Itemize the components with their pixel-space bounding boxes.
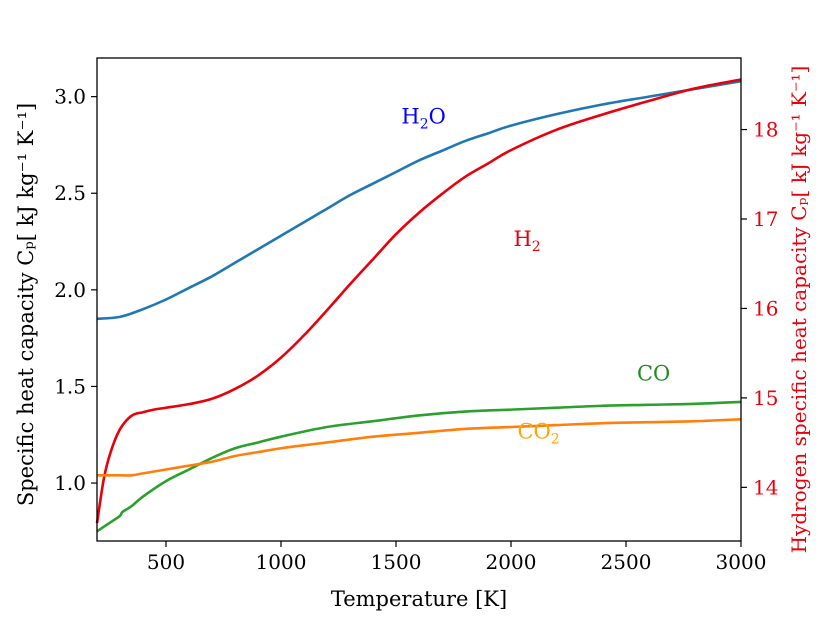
- y2-tick-label: 15: [753, 386, 778, 410]
- x-tick-label: 1500: [371, 550, 422, 574]
- y2-tick-label: 14: [753, 475, 778, 499]
- x-tick-label: 2000: [486, 550, 537, 574]
- x-tick-label: 2500: [601, 550, 652, 574]
- axes: 500 1000 1500 2000 2500 3000 1.0 1.5 2.0 2.5 3.0 14…: [54, 85, 778, 574]
- y-tick-label: 1.5: [54, 374, 86, 398]
- x-tick-label: 1000: [256, 550, 307, 574]
- x-tick-label: 3000: [716, 550, 767, 574]
- y2-tick-label: 17: [753, 207, 778, 231]
- y2-axis-title: Hydrogen specific heat capacity Cₚ[ kJ k…: [787, 66, 811, 554]
- plot-frame: [96, 57, 742, 542]
- series-line-co: [96, 400, 742, 533]
- y2-tick-label: 16: [753, 296, 778, 320]
- y-tick-label: 2.0: [54, 278, 86, 302]
- y-tick-label: 1.0: [54, 471, 86, 495]
- y-axis-title: Specific heat capacity Cₚ[ kJ kg⁻¹ K⁻¹]: [14, 103, 38, 506]
- series-line-h2: [95, 78, 742, 524]
- x-axis-title: Temperature [K]: [331, 587, 507, 611]
- series-label-h2: H2: [513, 227, 540, 255]
- series-lines: [95, 78, 742, 533]
- series-line-h2o: [96, 79, 742, 321]
- series-label-co: CO: [637, 362, 670, 386]
- x-tick-label: 500: [147, 550, 185, 574]
- y-tick-label: 3.0: [54, 85, 86, 109]
- series-line-co2: [96, 417, 742, 477]
- y2-tick-label: 18: [753, 118, 778, 142]
- y-tick-label: 2.5: [54, 181, 86, 205]
- series-labels: H2O H2 CO CO2: [401, 105, 670, 448]
- series-label-h2o: H2O: [401, 105, 445, 133]
- series-label-co2: CO2: [517, 420, 559, 448]
